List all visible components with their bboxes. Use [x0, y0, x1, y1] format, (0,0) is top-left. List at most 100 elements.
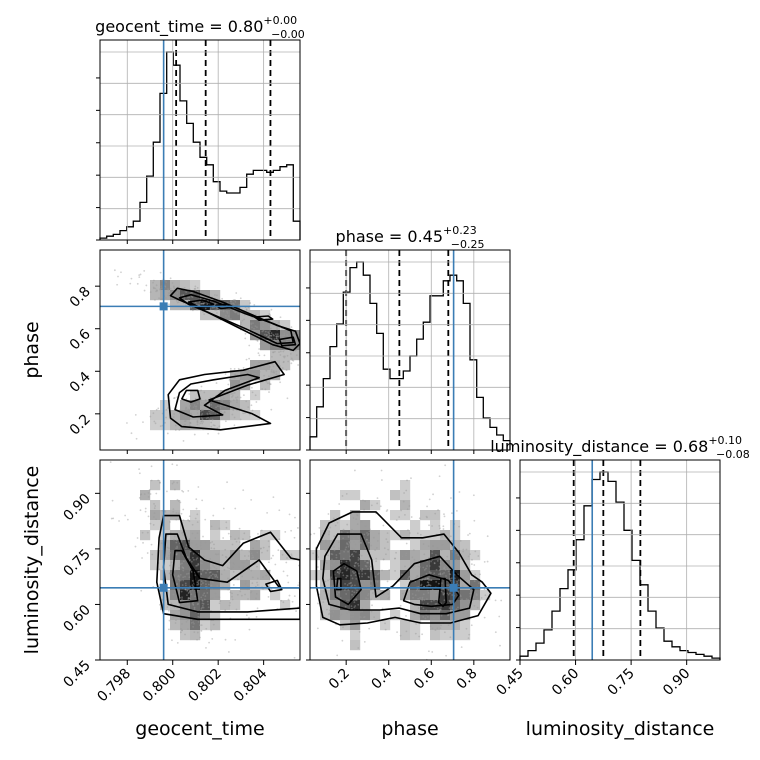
sample-point: [447, 589, 450, 591]
sample-point: [294, 335, 297, 338]
sample-point: [223, 411, 226, 414]
sample-point: [449, 573, 452, 576]
sample-point: [211, 573, 214, 576]
sample-point: [330, 553, 333, 555]
sample-point: [345, 560, 348, 563]
sample-point: [465, 598, 468, 600]
density-cell: [290, 350, 300, 361]
sample-point: [184, 406, 187, 409]
sample-point: [442, 528, 445, 530]
sample-point: [363, 508, 365, 511]
sample-point: [182, 519, 185, 522]
density-cell: [210, 590, 221, 601]
sample-point: [258, 331, 261, 333]
sample-point: [477, 555, 480, 557]
sample-point: [347, 599, 350, 602]
density-cell: [450, 550, 461, 561]
density-cell: [390, 530, 401, 541]
sample-point: [227, 651, 230, 653]
density-cell: [400, 550, 411, 561]
sample-point: [186, 594, 188, 597]
sample-point: [157, 407, 160, 410]
density-cell: [320, 590, 331, 601]
sample-point: [327, 554, 330, 557]
sample-point: [431, 525, 433, 527]
sample-point: [245, 308, 248, 311]
sample-point: [208, 418, 211, 421]
sample-point: [428, 565, 431, 567]
sample-point: [415, 589, 418, 592]
sample-point: [191, 588, 194, 591]
sample-point: [483, 616, 486, 619]
sample-point: [435, 554, 437, 556]
density-cell: [400, 620, 411, 631]
sample-point: [418, 517, 421, 520]
density-cell: [220, 550, 231, 561]
sample-point: [192, 621, 195, 624]
sample-point: [248, 344, 251, 347]
sample-point: [188, 597, 191, 600]
sample-point: [446, 555, 449, 558]
sample-point: [268, 328, 271, 330]
sample-point: [281, 335, 284, 337]
sample-point: [175, 518, 178, 521]
density-cell: [210, 560, 221, 571]
sample-point: [332, 517, 335, 520]
sample-point: [447, 593, 450, 596]
density-cell: [340, 540, 351, 551]
sample-point: [250, 323, 253, 326]
sample-point: [111, 499, 114, 502]
sample-point: [347, 545, 350, 548]
sample-point: [214, 553, 217, 556]
density-cell: [240, 320, 251, 331]
sample-point: [450, 497, 452, 499]
sample-point: [270, 338, 273, 341]
sample-point: [276, 333, 279, 336]
sample-point: [345, 593, 348, 595]
sample-point: [270, 360, 273, 363]
sample-point: [294, 334, 297, 337]
sample-point: [192, 558, 195, 561]
sample-point: [218, 405, 221, 408]
density-cell: [360, 580, 371, 591]
density-cell: [350, 510, 361, 521]
sample-point: [229, 318, 232, 321]
sample-point: [181, 598, 183, 601]
density-cell: [400, 570, 411, 581]
sample-point: [188, 296, 191, 299]
sample-point: [295, 341, 298, 344]
sample-point: [174, 622, 177, 624]
density-cell: [330, 540, 341, 551]
density-cell: [200, 410, 211, 421]
sample-point: [202, 606, 205, 609]
sample-point: [229, 561, 232, 564]
density-cell: [180, 280, 191, 291]
histogram-geocent_time: [99, 51, 301, 240]
sample-point: [468, 532, 471, 535]
sample-point: [187, 597, 190, 599]
contour-line: [335, 577, 342, 591]
sample-point: [200, 596, 203, 599]
sample-point: [263, 333, 266, 336]
density-cell: [250, 560, 261, 571]
sample-point: [473, 564, 476, 566]
sample-point: [124, 514, 127, 517]
sample-point: [166, 557, 168, 559]
sample-point: [268, 578, 271, 580]
sample-point: [444, 569, 447, 571]
sample-point: [201, 599, 204, 602]
sample-point: [260, 326, 263, 328]
density-cell: [330, 510, 341, 521]
sample-point: [194, 289, 197, 292]
sample-point: [430, 600, 433, 603]
sample-point: [210, 421, 213, 424]
sample-point: [140, 589, 143, 592]
sample-point: [138, 276, 141, 278]
sample-point: [398, 516, 401, 518]
density-cell: [260, 570, 271, 581]
sample-point: [383, 547, 386, 550]
density-cell: [410, 620, 421, 631]
sample-point: [160, 298, 162, 301]
sample-point: [318, 527, 321, 529]
sample-point: [227, 532, 230, 535]
